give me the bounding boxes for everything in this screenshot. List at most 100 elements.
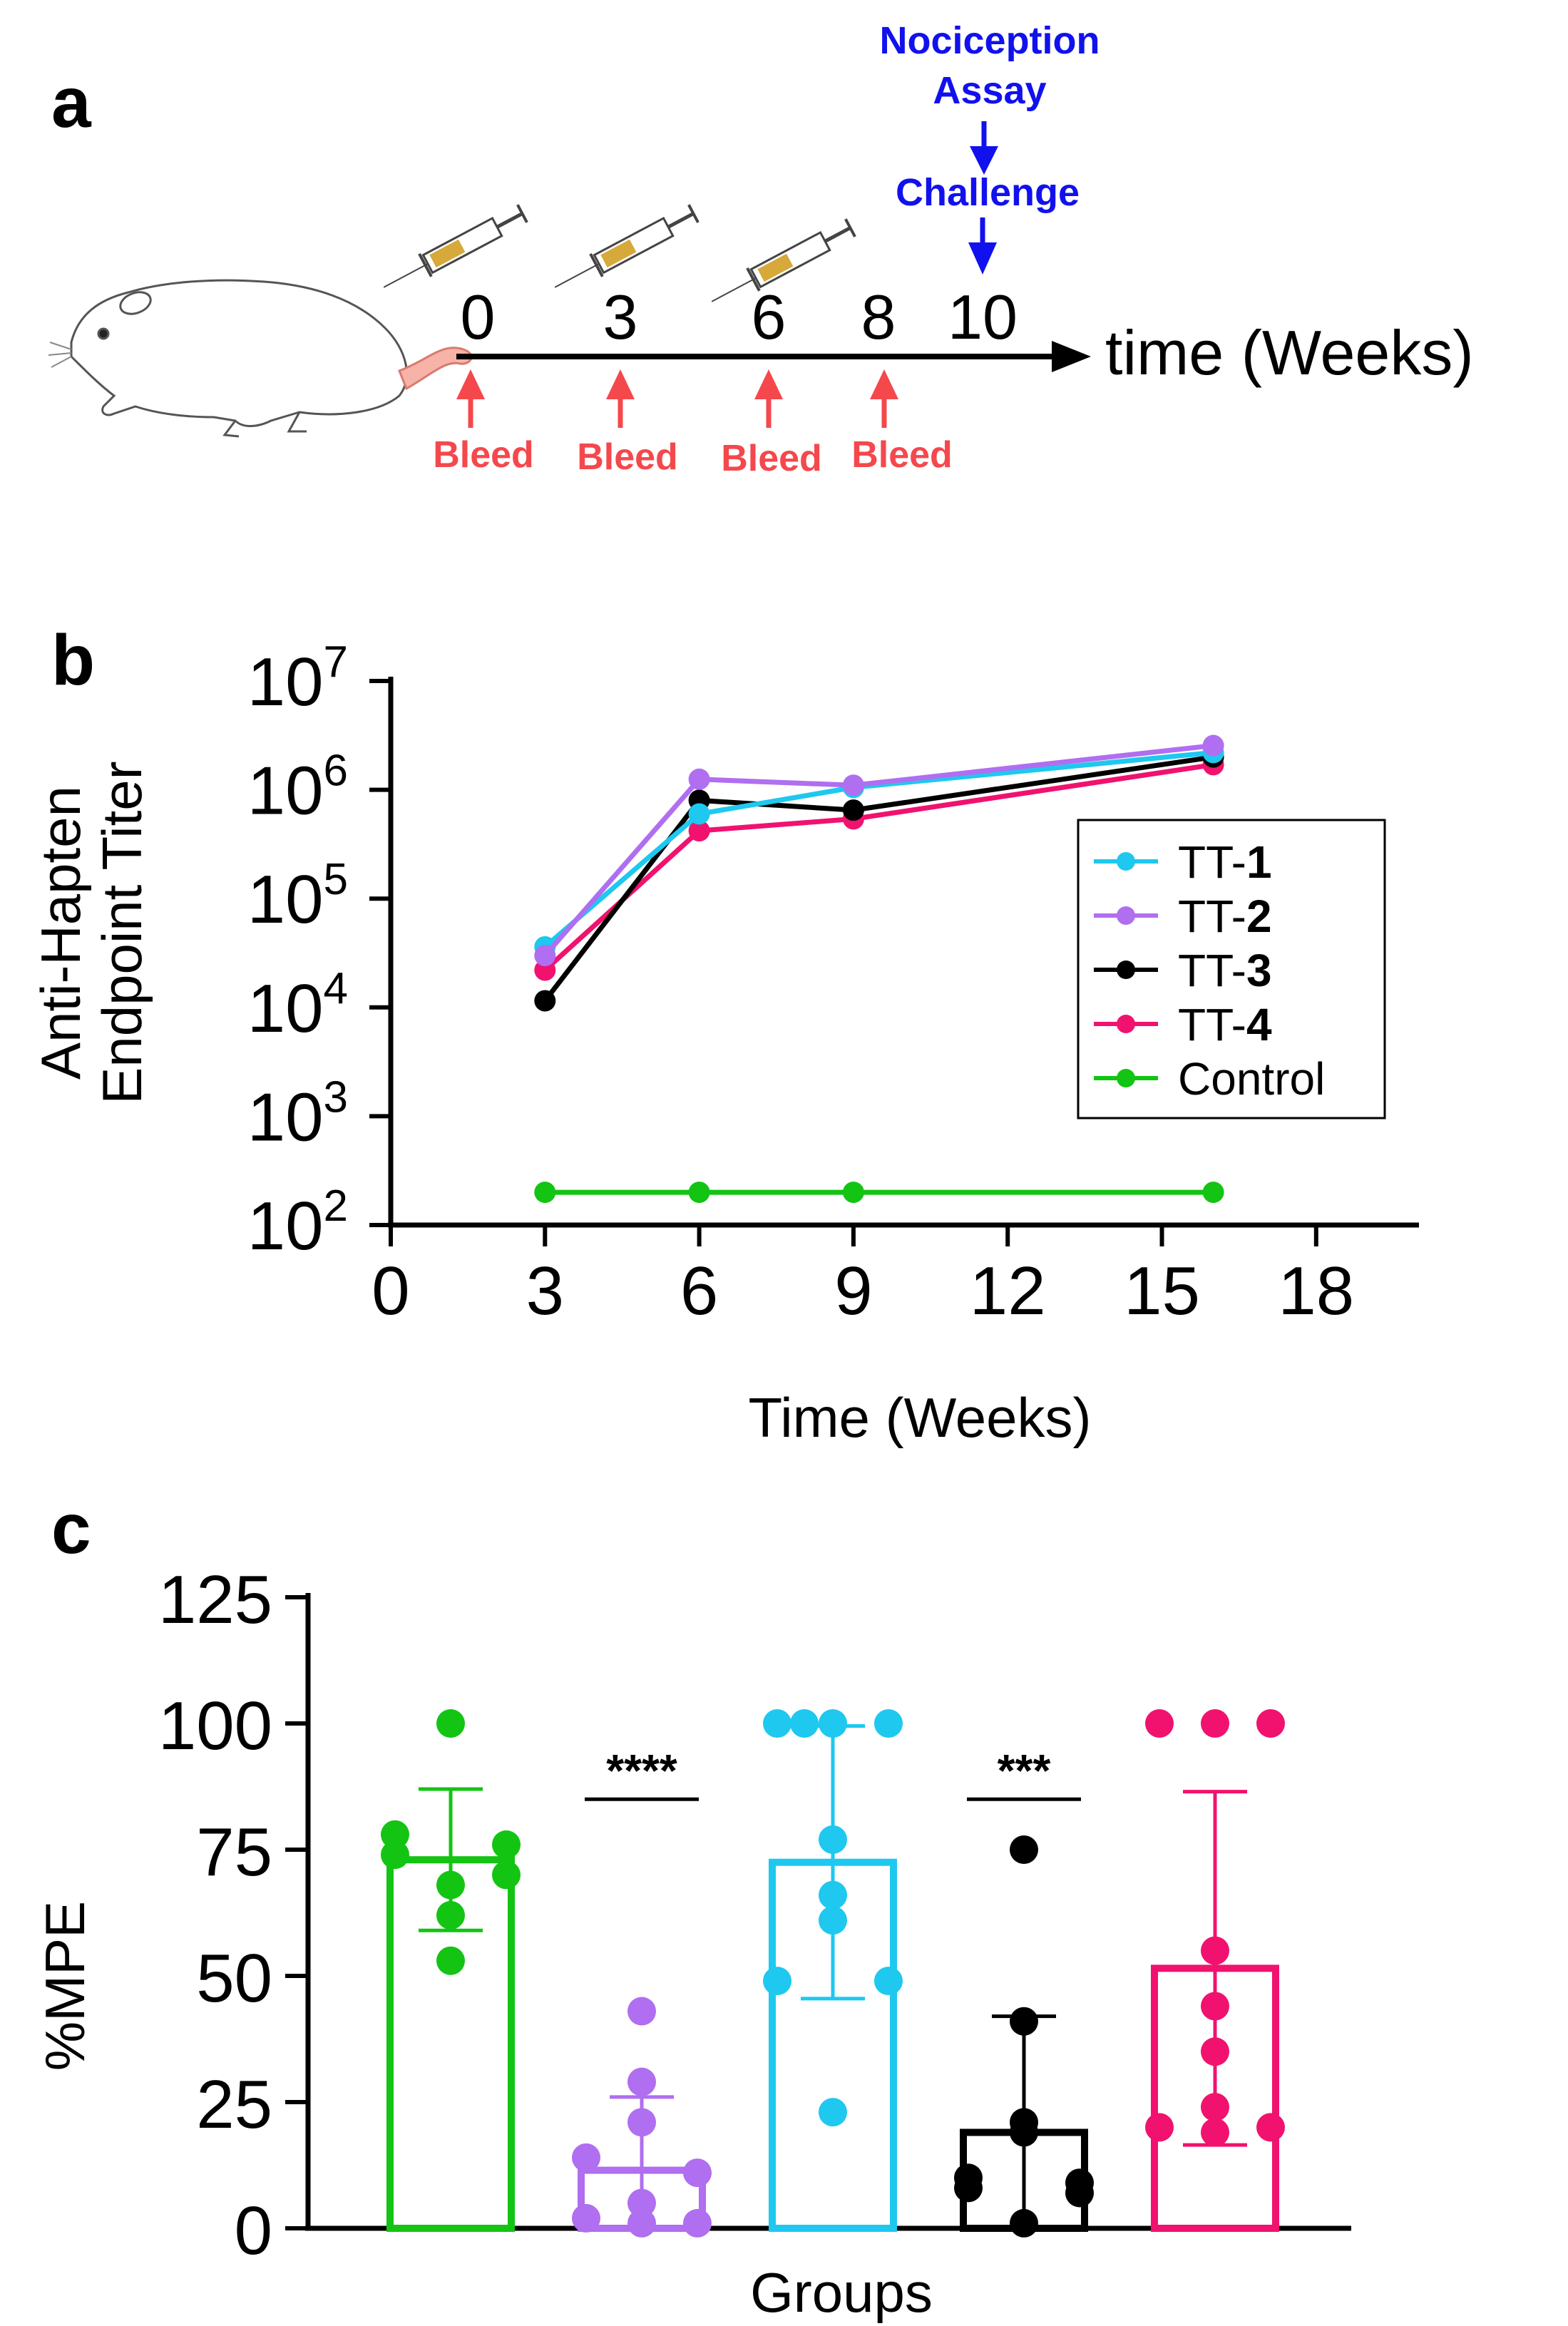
data-point (627, 2188, 656, 2218)
data-point (842, 1182, 864, 1204)
bars (381, 1709, 1285, 2238)
x-tick-label: 0 (371, 1253, 409, 1329)
syringe-icon (383, 204, 528, 288)
panel-b: b Anti-Hapten Endpoint Titer 10210310410… (29, 620, 1419, 1449)
y-tick-label: 50 (196, 1940, 272, 2017)
legend-swatch-dot (1117, 906, 1135, 925)
legend-swatch-dot (1117, 852, 1135, 871)
data-point (819, 2098, 847, 2127)
data-point (492, 1830, 521, 1859)
significance-label: *** (998, 1745, 1051, 1796)
y-tick-label: 0 (235, 2193, 272, 2269)
significance-markers: **** *** (585, 1745, 1081, 1801)
data-point (683, 2208, 712, 2238)
legend-label: Control (1178, 1053, 1325, 1105)
y-axis-label-line2: Endpoint Titer (91, 761, 153, 1104)
data-point (1202, 1182, 1224, 1204)
legend-label: TT-3 (1178, 945, 1272, 996)
bleed-markers: Bleed Bleed Bleed Bleed (433, 369, 953, 479)
bar-group-control (381, 1709, 521, 2232)
data-point (436, 1901, 465, 1930)
legend-label: TT-2 (1178, 891, 1272, 942)
data-point (819, 1906, 847, 1935)
injection-syringes (383, 204, 856, 302)
event-down-arrow-icon (968, 217, 997, 275)
timeline-tick-8: 8 (861, 282, 896, 352)
legend-item-control: Control (1094, 1053, 1325, 1105)
bar-group-tt-4 (1145, 1709, 1285, 2232)
data-point (842, 799, 864, 821)
series-line (543, 749, 1214, 949)
data-point (572, 2203, 600, 2233)
panel-letter-c: c (51, 1489, 91, 1569)
timeline-axis-label: time (Weeks) (1105, 317, 1474, 388)
data-point (534, 1182, 556, 1204)
data-point (572, 2143, 600, 2172)
x-tick-label: 15 (1124, 1253, 1200, 1329)
data-point (1065, 2178, 1094, 2208)
panel-a: a (48, 19, 1474, 479)
data-point (842, 774, 864, 796)
data-point (763, 1967, 791, 1996)
event-challenge: Challenge (896, 171, 1080, 214)
timeline-tick-0: 0 (461, 282, 496, 352)
data-point (627, 2108, 656, 2137)
legend-swatch-dot (1117, 1015, 1135, 1033)
data-point (436, 1946, 465, 1975)
x-tick-label: 3 (526, 1253, 564, 1329)
legend-item-tt-1: TT-1 (1094, 836, 1272, 888)
event-assay-line2: Assay (933, 69, 1046, 112)
data-point (1201, 1709, 1229, 1738)
data-point (436, 1709, 465, 1738)
data-point (627, 2067, 656, 2096)
data-point (1010, 2208, 1038, 2238)
legend-label: TT-1 (1178, 836, 1272, 888)
timeline-tick-3: 3 (603, 282, 638, 352)
data-point (1010, 1835, 1038, 1864)
bleed-label: Bleed (851, 434, 953, 476)
data-point (1202, 734, 1224, 757)
bleed-arrow-icon (870, 369, 898, 428)
event-assay-line1: Nociception (879, 19, 1100, 62)
data-point (1145, 2113, 1174, 2142)
significance-label: **** (606, 1745, 677, 1796)
data-point (534, 959, 556, 981)
bleed-label: Bleed (433, 434, 534, 476)
x-axis-label: Time (Weeks) (748, 1386, 1091, 1449)
bar-group-tt-1 (763, 1709, 903, 2232)
bleed-label: Bleed (577, 436, 678, 478)
y-tick-label: 25 (196, 2066, 272, 2143)
panel-letter-b: b (51, 620, 95, 700)
data-point (1145, 1709, 1174, 1738)
data-point (534, 944, 556, 966)
syringe-icon (554, 204, 700, 288)
rat-illustration (48, 279, 473, 438)
y-axis-label: Anti-Hapten Endpoint Titer (29, 761, 153, 1104)
bar-group-tt-3 (954, 1835, 1094, 2238)
legend-item-tt-3: TT-3 (1094, 945, 1272, 996)
y-axis-label-line1: Anti-Hapten (29, 786, 92, 1080)
data-point (627, 2208, 656, 2238)
data-point (436, 1870, 465, 1900)
y-tick-label: 104 (247, 964, 348, 1047)
data-point (534, 990, 556, 1012)
x-ticks: 0 3 6 9 12 15 18 (371, 1225, 1354, 1329)
timeline-arrowhead-icon (1052, 341, 1091, 372)
x-tick-label: 12 (970, 1253, 1046, 1329)
axes (388, 677, 1419, 1228)
data-point (688, 820, 710, 842)
data-point (1201, 2037, 1229, 2066)
series-control (534, 1182, 1224, 1204)
data-point (683, 2158, 712, 2188)
data-point (763, 1709, 791, 1738)
data-point (954, 2173, 983, 2203)
bleed-label: Bleed (721, 438, 822, 479)
y-tick-label: 106 (247, 747, 348, 829)
legend-swatch-dot (1117, 1069, 1135, 1087)
legend-label: TT-4 (1178, 999, 1272, 1050)
data-point (874, 1709, 903, 1738)
x-tick-label: 6 (680, 1253, 718, 1329)
